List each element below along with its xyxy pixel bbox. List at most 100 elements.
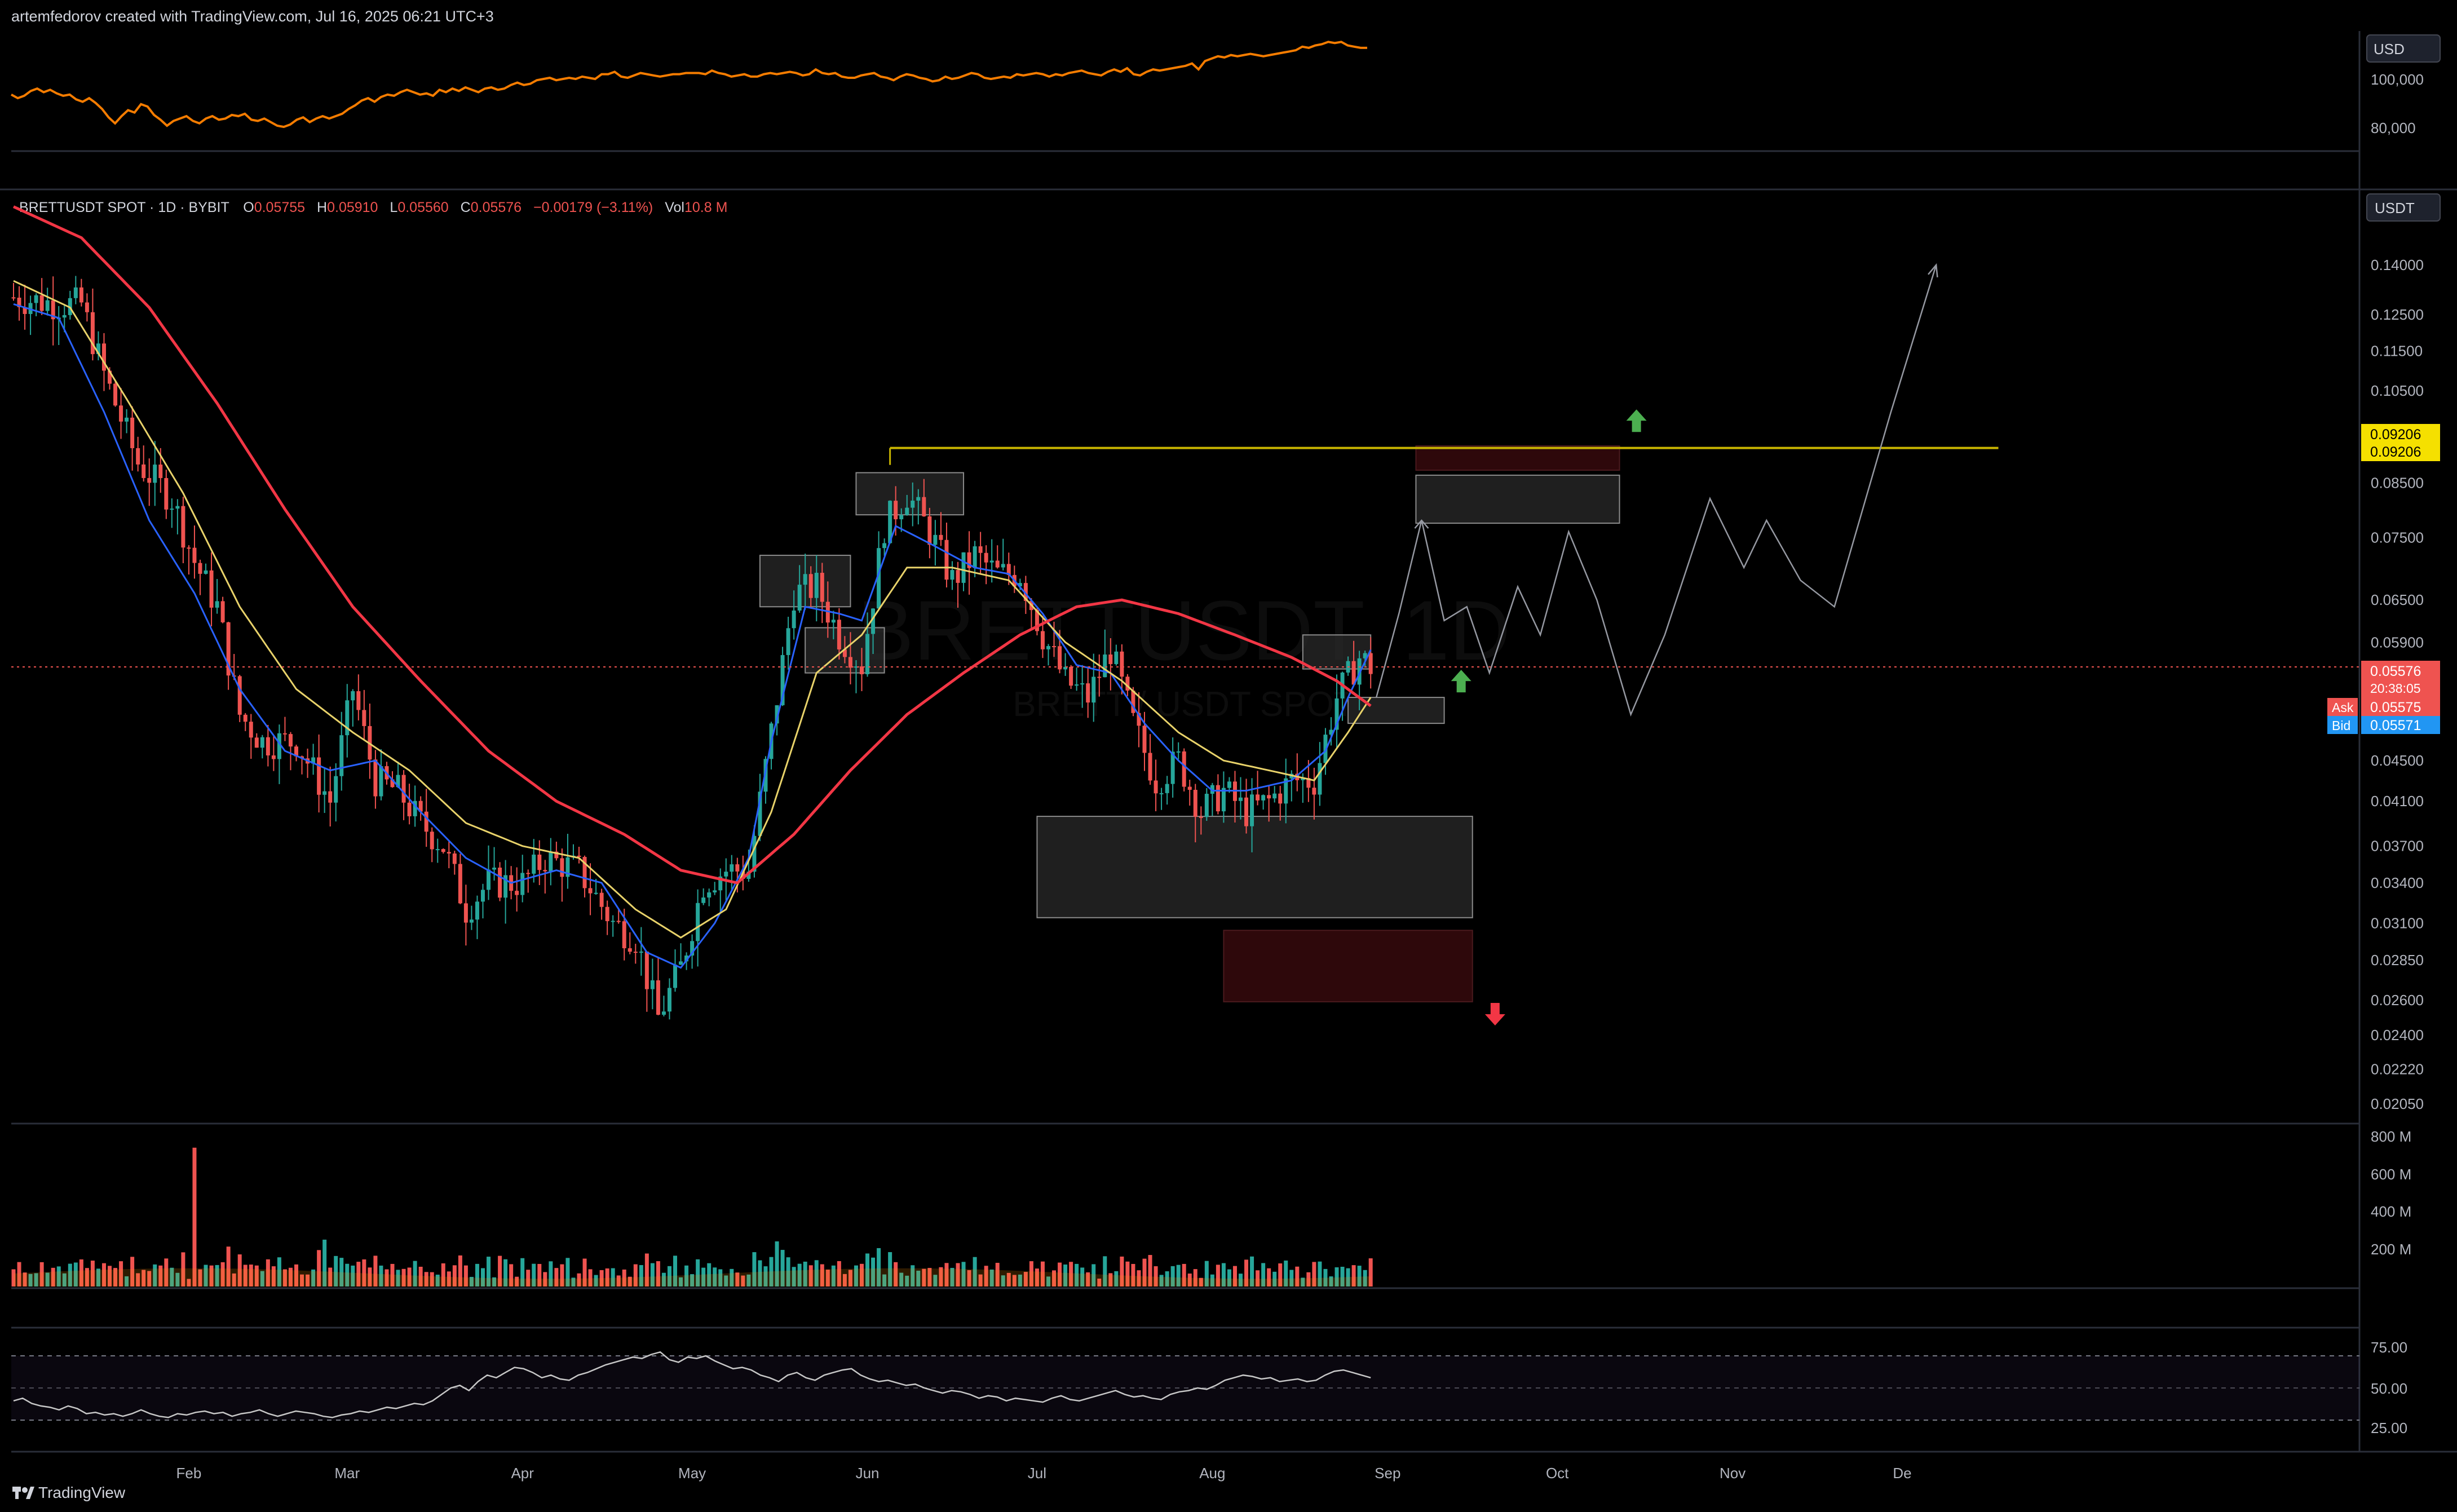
volume-bar: [661, 1272, 666, 1286]
price-tick: 0.02050: [2371, 1095, 2424, 1112]
volume-bar: [808, 1265, 813, 1286]
volume-bar: [644, 1253, 649, 1286]
volume-bar: [317, 1250, 321, 1286]
price-tick: 0.07500: [2371, 529, 2424, 546]
signal-arrow-down-icon[interactable]: [1484, 1003, 1505, 1026]
candle-body: [1006, 564, 1011, 575]
volume-bar: [944, 1263, 949, 1286]
price-tick: 0.04100: [2371, 793, 2424, 810]
candle-body: [780, 655, 785, 705]
volume-bar: [424, 1272, 428, 1286]
candle-body: [282, 733, 287, 735]
compare-currency-box[interactable]: [2366, 34, 2441, 63]
candle-body: [379, 766, 383, 797]
time-axis[interactable]: Feb Mar Apr May Jun Jul Aug Sep Oct Nov De: [176, 1465, 1912, 1482]
candle-body: [311, 757, 316, 764]
candle-body: [181, 506, 185, 548]
candle-body: [113, 383, 118, 406]
volume-bar: [441, 1263, 445, 1286]
candle-body: [1097, 677, 1102, 678]
price-tick: 0.12500: [2371, 306, 2424, 323]
volume-bar: [1272, 1271, 1277, 1286]
candle-body: [633, 952, 638, 953]
volume-bar: [888, 1252, 892, 1286]
tradingview-logo-icon: [12, 1487, 34, 1499]
volume-bar: [142, 1270, 146, 1286]
price-tick: 0.10500: [2371, 382, 2424, 399]
volume-bar: [1368, 1258, 1373, 1286]
volume-bar: [724, 1275, 728, 1286]
projection-path[interactable]: [1375, 264, 1937, 717]
volume-bar: [1334, 1267, 1339, 1286]
volume-bar: [418, 1266, 423, 1286]
zone-demand[interactable]: [1223, 930, 1473, 1002]
volume-bar: [51, 1267, 55, 1286]
candle-body: [345, 700, 350, 736]
candle-body: [1210, 785, 1214, 794]
volume-bar: [306, 1274, 310, 1286]
candle-body: [1363, 653, 1367, 658]
candle-body: [469, 919, 474, 923]
volume-bar: [854, 1265, 858, 1286]
volume-bar: [175, 1272, 180, 1286]
signal-arrow-up-icon[interactable]: [1451, 670, 1471, 693]
volume-bar: [1329, 1276, 1333, 1286]
ema-fast-line: [13, 303, 1372, 969]
candle-body: [1046, 646, 1050, 649]
volume-bar: [656, 1261, 660, 1286]
volume-bar: [605, 1268, 609, 1286]
volume-bar: [385, 1269, 389, 1286]
price-currency-box[interactable]: [2366, 193, 2441, 222]
pane-separators: [0, 31, 2457, 1453]
candle-body: [62, 315, 67, 318]
signal-arrow-up-icon[interactable]: [1626, 409, 1647, 432]
price-tick: 0.02600: [2371, 992, 2424, 1009]
volume-bar: [322, 1239, 327, 1286]
volume-bar: [480, 1268, 485, 1286]
candle-body: [1187, 786, 1192, 790]
zone-range[interactable]: [1036, 816, 1473, 918]
candle-body: [1176, 751, 1181, 753]
price-axis[interactable]: USDT 0.14000 0.12500 0.11500 0.10500 0.08500…: [2327, 193, 2441, 1112]
candle-body: [1182, 751, 1186, 787]
time-tick: Aug: [1199, 1465, 1225, 1482]
candle-body: [237, 676, 242, 715]
legend-open: 0.05755: [254, 200, 305, 215]
candle-body: [594, 892, 598, 894]
candle-body: [463, 903, 468, 923]
countdown: 20:38:05: [2370, 681, 2421, 696]
candle-body: [797, 585, 802, 611]
candle-body: [565, 857, 570, 877]
candle-body: [390, 779, 395, 788]
candle-body: [204, 570, 208, 574]
candle-body: [1306, 778, 1311, 788]
rsi-layer: [11, 1351, 2359, 1421]
candle-body: [746, 872, 751, 879]
volume-bar: [911, 1265, 915, 1286]
candle-body: [435, 849, 440, 851]
candle-body: [487, 869, 491, 890]
volume-bar: [1125, 1261, 1130, 1286]
volume-bar: [1351, 1265, 1356, 1286]
price-tick: 0.11500: [2371, 342, 2423, 359]
zone-supply[interactable]: [1415, 445, 1620, 471]
candle-body: [775, 705, 779, 724]
candle-body: [661, 1011, 666, 1015]
volume-bar: [1239, 1274, 1243, 1286]
volume-bar: [848, 1270, 852, 1286]
volume-bar: [1357, 1266, 1362, 1286]
zone-range[interactable]: [1415, 474, 1620, 524]
brand[interactable]: TradingView: [12, 1484, 126, 1501]
candle-body: [752, 835, 757, 872]
legend-vol-label: Vol: [665, 200, 684, 215]
candle-body: [130, 417, 135, 448]
volume-bar: [1080, 1267, 1085, 1286]
candle-body: [142, 464, 146, 478]
volume-bar: [650, 1263, 655, 1286]
candle-body: [458, 864, 462, 904]
volume-bar: [701, 1267, 706, 1286]
volume-bar: [96, 1268, 100, 1286]
volume-bar: [1097, 1279, 1102, 1286]
zone-range[interactable]: [855, 472, 965, 516]
